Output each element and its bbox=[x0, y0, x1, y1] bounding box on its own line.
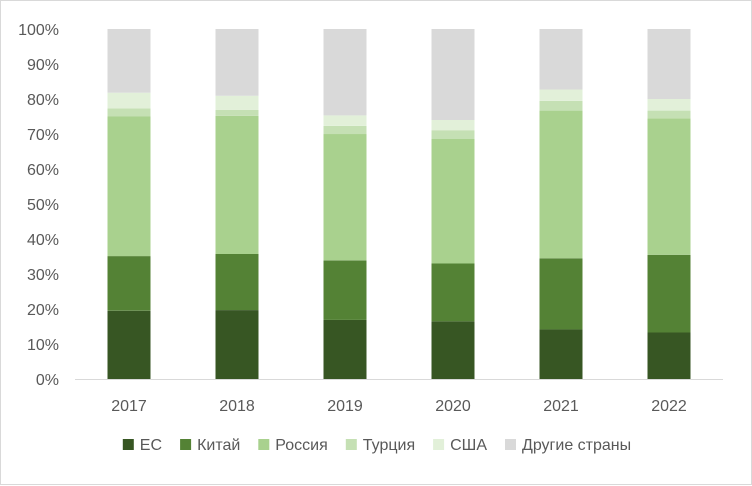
bar-segment bbox=[431, 130, 475, 139]
y-axis: 0% 10% 20% 30% 40% 50% 60% 70% 80% 90% 100% bbox=[18, 22, 59, 389]
y-tick-label: 40% bbox=[27, 232, 59, 249]
bar-segment bbox=[323, 29, 367, 116]
legend-item: США bbox=[433, 437, 487, 454]
bar-segment bbox=[647, 254, 691, 333]
bar-segment bbox=[107, 116, 151, 257]
bar-segment bbox=[431, 29, 475, 120]
bar-segment bbox=[647, 118, 691, 255]
x-tick-label: 2022 bbox=[651, 398, 687, 415]
bar-segment bbox=[107, 92, 151, 109]
legend-label: ЕС bbox=[140, 437, 162, 454]
legend-swatch bbox=[505, 439, 516, 450]
y-tick-label: 20% bbox=[27, 302, 59, 319]
y-tick-label: 50% bbox=[27, 197, 59, 214]
bar-segment bbox=[215, 29, 259, 96]
y-tick-label: 0% bbox=[36, 372, 59, 389]
legend-item: Китай bbox=[180, 437, 240, 454]
bar-segment bbox=[323, 319, 367, 379]
bar-segment bbox=[431, 138, 475, 264]
bar-segment bbox=[539, 29, 583, 90]
bar-segment bbox=[647, 110, 691, 119]
bar-segment bbox=[323, 126, 367, 135]
bar-segment bbox=[431, 263, 475, 322]
y-tick-label: 10% bbox=[27, 337, 59, 354]
legend-label: США bbox=[450, 437, 487, 454]
x-tick-label: 2020 bbox=[435, 398, 471, 415]
legend-item: Другие страны bbox=[505, 437, 631, 454]
bars-group bbox=[107, 29, 691, 380]
bar-segment bbox=[215, 115, 259, 254]
bar-segment bbox=[647, 332, 691, 379]
y-tick-label: 100% bbox=[18, 22, 59, 39]
legend-label: Другие страны bbox=[522, 437, 631, 454]
bar-segment bbox=[431, 120, 475, 131]
legend-swatch bbox=[258, 439, 270, 450]
bar-segment bbox=[215, 109, 259, 116]
x-tick-label: 2019 bbox=[327, 398, 363, 415]
bar-segment bbox=[539, 100, 583, 111]
legend-label: Турция bbox=[363, 437, 415, 454]
bar-segment bbox=[215, 95, 259, 110]
bar-segment bbox=[431, 321, 475, 380]
bar-segment bbox=[323, 115, 367, 126]
bar-segment bbox=[215, 254, 259, 310]
y-tick-label: 70% bbox=[27, 127, 59, 144]
x-axis: 2017 2018 2019 2020 2021 2022 bbox=[75, 379, 723, 415]
y-tick-label: 90% bbox=[27, 57, 59, 74]
bar-segment bbox=[323, 134, 367, 261]
x-tick-label: 2018 bbox=[219, 398, 255, 415]
bar-segment bbox=[539, 258, 583, 330]
bar-segment bbox=[107, 256, 151, 311]
y-tick-label: 80% bbox=[27, 92, 59, 109]
bar-segment bbox=[539, 329, 583, 379]
bar-segment bbox=[107, 108, 151, 117]
bar-segment bbox=[107, 310, 151, 380]
legend-swatch bbox=[122, 439, 134, 450]
legend-item: Турция bbox=[345, 437, 415, 454]
legend-swatch bbox=[345, 439, 357, 450]
bar-segment bbox=[647, 99, 691, 111]
bar-segment bbox=[539, 89, 583, 101]
y-tick-label: 60% bbox=[27, 162, 59, 179]
bar-segment bbox=[647, 29, 691, 99]
bar-segment bbox=[539, 110, 583, 259]
legend-swatch bbox=[180, 439, 192, 450]
bar-segment bbox=[107, 29, 151, 93]
legend: ЕС Китай Россия Турция США Другие страны bbox=[122, 437, 631, 454]
bar-segment bbox=[323, 260, 367, 320]
legend-item: ЕС bbox=[122, 437, 162, 454]
x-tick-label: 2021 bbox=[543, 398, 579, 415]
legend-label: Россия bbox=[275, 437, 327, 454]
x-tick-label: 2017 bbox=[111, 398, 147, 415]
bar-segment bbox=[215, 310, 259, 379]
legend-item: Россия bbox=[258, 437, 328, 454]
legend-label: Китай bbox=[197, 437, 240, 454]
y-tick-label: 30% bbox=[27, 267, 59, 284]
legend-swatch bbox=[433, 439, 445, 450]
